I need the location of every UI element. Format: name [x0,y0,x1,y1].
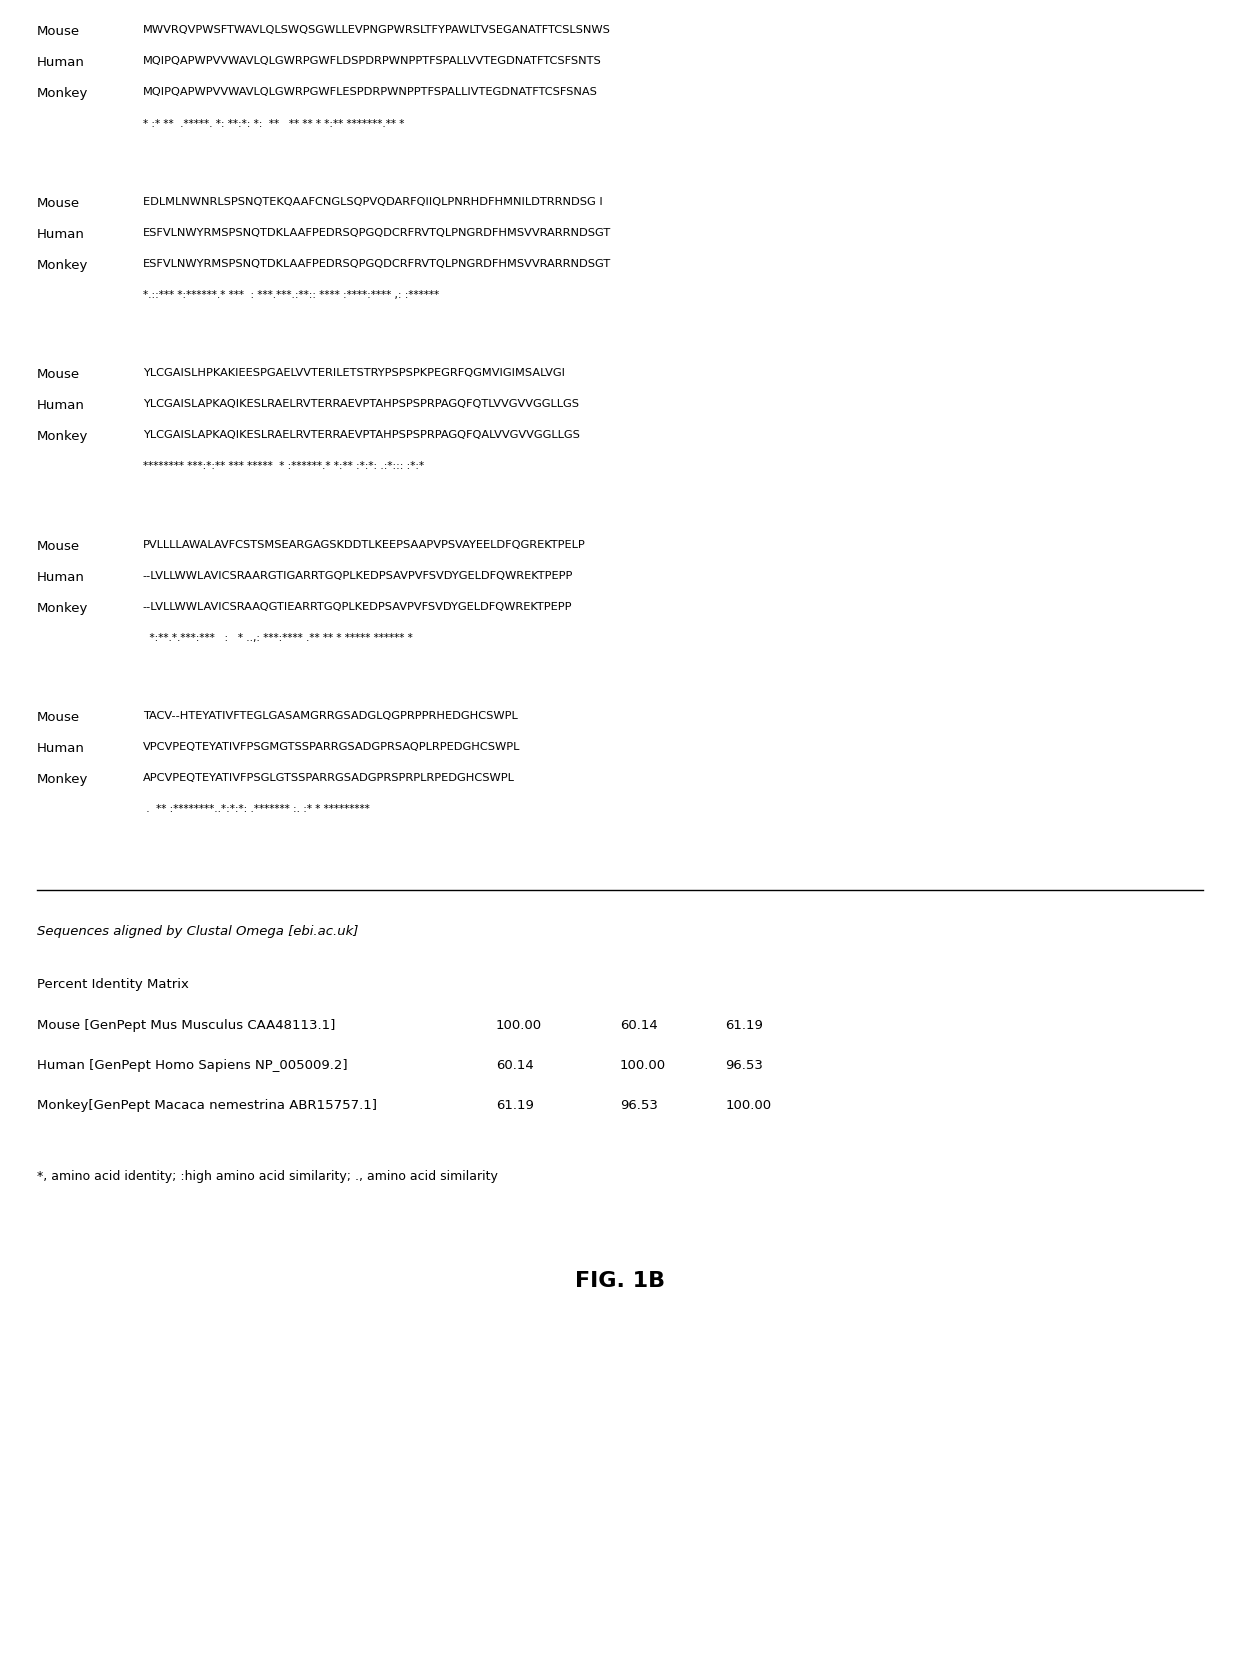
Text: YLCGAISLHPKAKIEESPGAELVVTERILETSTRYPSPSPKPEGRFQGMVIGIMSALVGI: YLCGAISLHPKAKIEESPGAELVVTERILETSTRYPSPSP… [143,368,564,378]
Text: ESFVLNWYRMSPSNQTDKLAAFPEDRSQPGQDCRFRVTQLPNGRDFHMSVVRARRNDSGT: ESFVLNWYRMSPSNQTDKLAAFPEDRSQPGQDCRFRVTQL… [143,227,611,237]
Text: 100.00: 100.00 [620,1058,666,1072]
Text: *:**.*.***:***   :   * ..,: ***:**** .** ** * ***** ****** *: *:**.*.***:*** : * ..,: ***:**** .** ** … [143,632,413,642]
Text: 100.00: 100.00 [496,1018,542,1032]
Text: Percent Identity Matrix: Percent Identity Matrix [37,978,188,991]
Text: ESFVLNWYRMSPSNQTDKLAAFPEDRSQPGQDCRFRVTQLPNGRDFHMSVVRARRNDSGT: ESFVLNWYRMSPSNQTDKLAAFPEDRSQPGQDCRFRVTQL… [143,259,611,269]
Text: EDLMLNWNRLSPSNQTEKQAAFCNGLSQPVQDARFQIIQLPNRHDFHMNILDTRRNDSG I: EDLMLNWNRLSPSNQTEKQAAFCNGLSQPVQDARFQIIQL… [143,197,603,207]
Text: Sequences aligned by Clustal Omega [ebi.ac.uk]: Sequences aligned by Clustal Omega [ebi.… [37,924,358,937]
Text: MQIPQAPWPVVWAVLQLGWRPGWFLDSPDRPWNPPTFSPALLVVTEGDNATFTCSFSNTS: MQIPQAPWPVVWAVLQLGWRPGWFLDSPDRPWNPPTFSPA… [143,57,601,66]
Text: 100.00: 100.00 [725,1099,771,1112]
Text: Monkey[GenPept Macaca nemestrina ABR15757.1]: Monkey[GenPept Macaca nemestrina ABR1575… [37,1099,377,1112]
Text: --LVLLWWLAVICSRAAQGTIEARRTGQPLKEDPSAVPVFSVDYGELDFQWREKTPEPP: --LVLLWWLAVICSRAAQGTIEARRTGQPLKEDPSAVPVF… [143,601,572,612]
Text: *, amino acid identity; :high amino acid similarity; ., amino acid similarity: *, amino acid identity; :high amino acid… [37,1169,498,1183]
Text: Monkey: Monkey [37,259,88,272]
Text: * :* **  .*****. *: **:*: *:  **   ** ** * *:** *******.** *: * :* ** .*****. *: **:*: *: ** ** ** * *… [143,118,404,128]
Text: APCVPEQTEYATIVFPSGLGTSSPARRGSADGPRSPRPLRPEDGHCSWPL: APCVPEQTEYATIVFPSGLGTSSPARRGSADGPRSPRPLR… [143,773,515,783]
Text: *.::*** *:******.* ***  : ***.***.:**:: **** :****:**** ,: :******: *.::*** *:******.* *** : ***.***.:**:: *… [143,289,439,299]
Text: Mouse: Mouse [37,368,81,381]
Text: Human: Human [37,741,86,754]
Text: Human: Human [37,57,86,69]
Text: MWVRQVPWSFTWAVLQLSWQSGWLLEVPNGPWRSLTFYPAWLTVSEGANATFTCSLSNWS: MWVRQVPWSFTWAVLQLSWQSGWLLEVPNGPWRSLTFYPA… [143,25,610,35]
Text: 96.53: 96.53 [620,1099,658,1112]
Text: TACV--HTEYATIVFTEGLGASAMGRRGSADGLQGPRPPRHEDGHCSWPL: TACV--HTEYATIVFTEGLGASAMGRRGSADGLQGPRPPR… [143,711,517,721]
Text: Human: Human [37,570,86,583]
Text: Monkey: Monkey [37,430,88,444]
Text: Mouse: Mouse [37,25,81,39]
Text: 96.53: 96.53 [725,1058,764,1072]
Text: 60.14: 60.14 [620,1018,657,1032]
Text: PVLLLLAWALAVFCSTSMSEARGAGSKDDTLKEEPSAAPVPSVAYEELDFQGREKTPELP: PVLLLLAWALAVFCSTSMSEARGAGSKDDTLKEEPSAAPV… [143,539,585,549]
Text: YLCGAISLAPKAQIKESLRAELRVTERRAEVPTAHPSPSPRPAGQFQTLVVGVVGGLLGS: YLCGAISLAPKAQIKESLRAELRVTERRAEVPTAHPSPSP… [143,398,579,408]
Text: Mouse: Mouse [37,711,81,724]
Text: FIG. 1B: FIG. 1B [575,1270,665,1290]
Text: Human: Human [37,398,86,412]
Text: .  ** :********..*:*:*: .******* :. :* * *********: . ** :********..*:*:*: .******* :. :* * … [143,803,370,813]
Text: VPCVPEQTEYATIVFPSGMGTSSPARRGSADGPRSAQPLRPEDGHCSWPL: VPCVPEQTEYATIVFPSGMGTSSPARRGSADGPRSAQPLR… [143,741,520,751]
Text: 61.19: 61.19 [496,1099,534,1112]
Text: Monkey: Monkey [37,87,88,101]
Text: Monkey: Monkey [37,773,88,786]
Text: MQIPQAPWPVVWAVLQLGWRPGWFLESPDRPWNPPTFSPALLIVTEGDNATFTCSFSNAS: MQIPQAPWPVVWAVLQLGWRPGWFLESPDRPWNPPTFSPA… [143,87,598,97]
Text: Mouse [GenPept Mus Musculus CAA48113.1]: Mouse [GenPept Mus Musculus CAA48113.1] [37,1018,336,1032]
Text: --LVLLWWLAVICSRAARGTIGARRTGQPLKEDPSAVPVFSVDYGELDFQWREKTPEPP: --LVLLWWLAVICSRAARGTIGARRTGQPLKEDPSAVPVF… [143,570,573,580]
Text: Mouse: Mouse [37,197,81,210]
Text: 61.19: 61.19 [725,1018,764,1032]
Text: ******** ***:*:** *** *****  * :******.* *:** :*:*: .:*::: :*:*: ******** ***:*:** *** ***** * :******.* … [143,460,424,470]
Text: YLCGAISLAPKAQIKESLRAELRVTERRAEVPTAHPSPSPRPAGQFQALVVGVVGGLLGS: YLCGAISLAPKAQIKESLRAELRVTERRAEVPTAHPSPSP… [143,430,579,440]
Text: 60.14: 60.14 [496,1058,533,1072]
Text: Human [GenPept Homo Sapiens NP_005009.2]: Human [GenPept Homo Sapiens NP_005009.2] [37,1058,348,1072]
Text: Human: Human [37,227,86,240]
Text: Monkey: Monkey [37,601,88,615]
Text: Mouse: Mouse [37,539,81,553]
